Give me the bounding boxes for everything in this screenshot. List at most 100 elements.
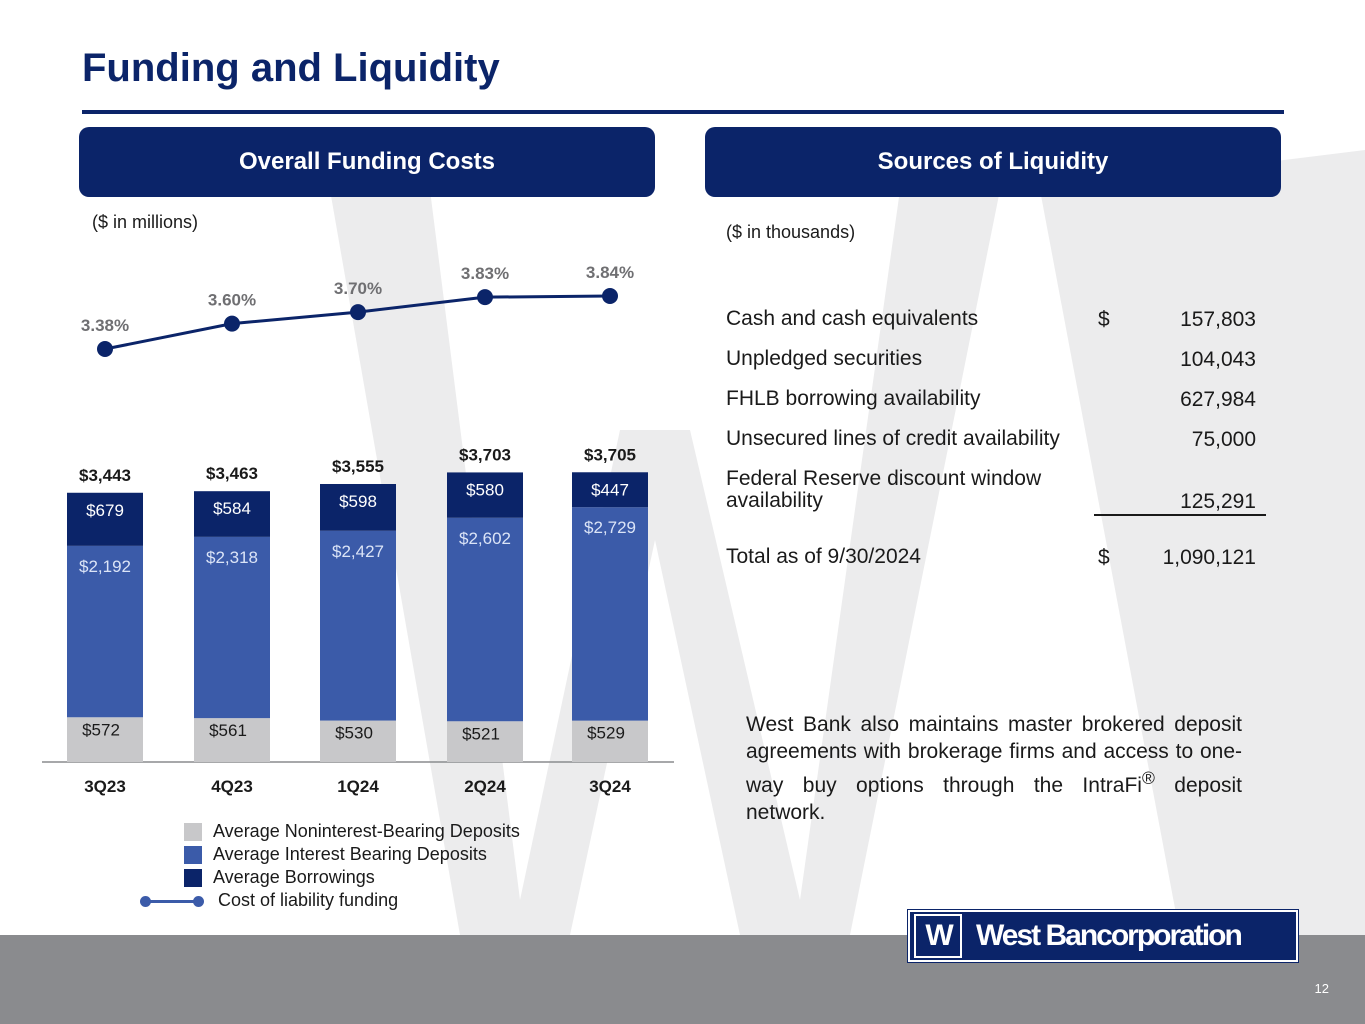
sources-of-liquidity-header: Sources of Liquidity — [705, 127, 1281, 197]
legend-item-interest: Average Interest Bearing Deposits — [140, 843, 520, 866]
overall-funding-costs-header: Overall Funding Costs — [79, 127, 655, 197]
bar-value-label: $584 — [213, 499, 251, 518]
bar-noninterest-deposits — [67, 717, 143, 762]
bar-value-label: $561 — [209, 721, 247, 740]
bar-noninterest-deposits — [320, 720, 396, 762]
bar-total-label: $3,705 — [584, 445, 636, 464]
bar-interest-deposits — [320, 530, 396, 721]
liquidity-row-label: FHLB borrowing availability — [726, 387, 981, 410]
logo-name: West Bancorporation — [976, 919, 1243, 952]
bar-value-label: $529 — [587, 724, 625, 743]
cost-of-funding-label: 3.38% — [81, 316, 129, 335]
legend-label-cost: Cost of liability funding — [218, 890, 399, 910]
bar-total-label: $3,443 — [79, 466, 131, 485]
cost-of-funding-point — [477, 289, 493, 306]
bar-value-label: $530 — [335, 724, 373, 743]
legend-swatch-interest — [184, 845, 202, 864]
liquidity-row-value: 75,000 — [1191, 428, 1256, 451]
legend-swatch-noninterest — [184, 822, 202, 841]
liquidity-total-value: 1,090,121 — [1162, 546, 1256, 569]
liquidity-row: FHLB borrowing availability 627,984 — [726, 380, 1266, 420]
category-label: 1Q24 — [337, 777, 379, 796]
bar-noninterest-deposits — [572, 720, 648, 762]
liquidity-row-value: 627,984 — [1180, 388, 1256, 411]
bar-value-label: $572 — [82, 720, 120, 739]
cost-of-funding-label: 3.84% — [586, 263, 634, 282]
bar-value-label: $2,729 — [584, 518, 636, 537]
bar-borrowings — [320, 483, 396, 531]
chart-unit-note: ($ in millions) — [92, 212, 199, 232]
note-suffix: deposit network. — [746, 774, 1242, 824]
bar-value-label: $580 — [466, 480, 504, 499]
chart-legend: Average Noninterest-Bearing Deposits Ave… — [140, 820, 520, 912]
cost-of-funding-point — [224, 315, 240, 332]
bar-interest-deposits — [67, 545, 143, 718]
liquidity-table: Cash and cash equivalents $ 157,803 Unpl… — [726, 300, 1266, 578]
category-label: 4Q23 — [211, 777, 253, 796]
bar-value-label: $521 — [462, 724, 500, 743]
bar-value-label: $2,602 — [459, 529, 511, 548]
bar-total-label: $3,555 — [332, 457, 384, 476]
legend-item-noninterest: Average Noninterest-Bearing Deposits — [140, 820, 520, 843]
liquidity-row: Unsecured lines of credit availability 7… — [726, 420, 1266, 460]
bar-borrowings — [572, 472, 648, 508]
liquidity-row-label: Federal Reserve discount window availabi… — [726, 467, 1042, 512]
logo-mark: W — [914, 914, 962, 958]
registered-mark: ® — [1141, 768, 1155, 788]
liquidity-row-label: Cash and cash equivalents — [726, 307, 979, 330]
bar-noninterest-deposits — [447, 721, 523, 762]
liquidity-row-label: Unsecured lines of credit availability — [726, 427, 1060, 450]
liquidity-row-dollar: $ — [1098, 308, 1110, 331]
total-underline — [1094, 514, 1266, 516]
cost-of-funding-label: 3.70% — [334, 279, 382, 298]
title-divider — [82, 110, 1284, 114]
bar-borrowings — [67, 492, 143, 546]
cost-of-funding-line — [104, 294, 611, 351]
note-text: West Bank also maintains master brokered… — [746, 713, 1242, 797]
cost-of-funding-point — [350, 304, 366, 321]
brokered-deposit-note: West Bank also maintains master brokered… — [746, 711, 1242, 826]
liquidity-row-value: 104,043 — [1180, 348, 1256, 371]
liquidity-row-value: 157,803 — [1180, 308, 1256, 331]
west-bancorporation-logo: W West Bancorporation — [907, 909, 1299, 963]
bar-interest-deposits — [194, 536, 270, 719]
bar-borrowings — [194, 491, 270, 537]
legend-label-noninterest: Average Noninterest-Bearing Deposits — [213, 821, 520, 841]
legend-item-cost: Cost of liability funding — [140, 889, 520, 912]
legend-item-borrowings: Average Borrowings — [140, 866, 520, 889]
bar-interest-deposits — [447, 517, 523, 722]
category-label: 3Q24 — [589, 777, 631, 796]
bar-value-label: $2,192 — [79, 557, 131, 576]
liquidity-total-dollar: $ — [1098, 546, 1110, 569]
page-title: Funding and Liquidity — [82, 46, 500, 90]
funding-costs-chart: $572 $2,192 $679 $3,443 3Q23 $561 $2,318 $584 $3… — [42, 263, 674, 796]
liquidity-row: Cash and cash equivalents $ 157,803 — [726, 300, 1266, 340]
cost-of-funding-point — [602, 288, 618, 304]
page-number: 12 — [1314, 981, 1329, 996]
bar-interest-deposits — [572, 507, 648, 721]
liquidity-row-label: Unpledged securities — [726, 347, 923, 370]
bar-value-label: $679 — [86, 501, 124, 520]
bar-total-label: $3,463 — [206, 464, 258, 483]
cost-of-funding-label: 3.83% — [461, 264, 509, 283]
liquidity-total-label: Total as of 9/30/2024 — [726, 545, 921, 568]
legend-label-interest: Average Interest Bearing Deposits — [213, 844, 487, 864]
cost-of-funding-point — [97, 341, 113, 357]
bar-borrowings — [447, 472, 523, 518]
liquidity-row-value: 125,291 — [1180, 490, 1256, 513]
bar-value-label: $2,427 — [332, 542, 384, 561]
bar-total-label: $3,703 — [459, 445, 511, 464]
liquidity-row: Federal Reserve discount window availabi… — [726, 460, 1266, 526]
bar-value-label: $2,318 — [206, 548, 258, 567]
legend-label-borrowings: Average Borrowings — [213, 867, 375, 887]
legend-line-cost — [140, 892, 204, 910]
cost-of-funding-label: 3.60% — [208, 291, 256, 310]
bar-value-label: $447 — [591, 480, 629, 499]
bar-value-label: $598 — [339, 492, 377, 511]
category-label: 3Q23 — [84, 777, 126, 796]
liquidity-total-row: Total as of 9/30/2024 $ 1,090,121 — [726, 538, 1266, 578]
category-label: 2Q24 — [464, 777, 506, 796]
liquidity-row: Unpledged securities 104,043 — [726, 340, 1266, 380]
legend-swatch-borrowings — [184, 868, 202, 887]
table-unit-note: ($ in thousands) — [726, 222, 856, 242]
